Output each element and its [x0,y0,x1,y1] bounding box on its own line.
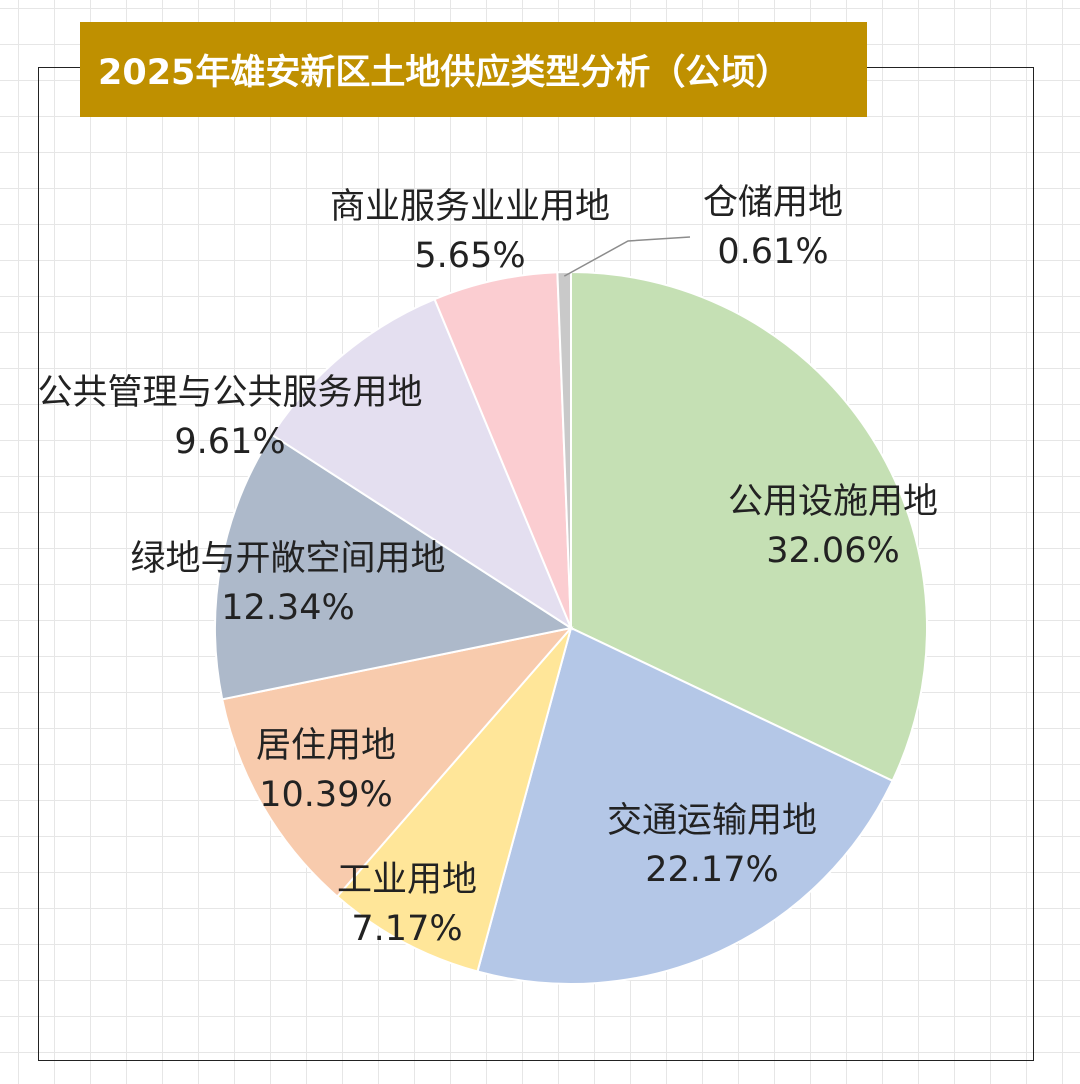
slice-percent-label: 12.34% [221,588,354,628]
slice-category-label: 工业用地 [337,860,477,900]
slice-label: 公用设施用地 32.06% [728,482,938,571]
chart-title-text: 2025年雄安新区土地供应类型分析（公顷） [98,53,791,93]
slice-label: 公共管理与公共服务用地 9.61% [37,373,422,462]
pie-slices [214,270,928,985]
slice-category-label: 商业服务业业用地 [330,187,610,227]
pie-slice [476,626,894,985]
slice-percent-label: 9.61% [174,422,285,462]
slice-label: 居住用地 10.39% [256,726,396,815]
slice-category-label: 交通运输用地 [607,801,817,841]
slice-percent-label: 7.17% [351,909,462,949]
pie-slice [433,271,572,629]
slice-category-label: 绿地与开敞空间用地 [130,539,445,579]
slice-label: 仓储用地 0.61% [703,183,843,272]
pie-slice [214,433,574,701]
slice-label: 工业用地 7.17% [337,860,477,949]
slice-percent-label: 32.06% [766,531,899,571]
slice-category-label: 居住用地 [256,726,396,766]
slice-category-label: 仓储用地 [703,183,843,223]
slice-category-label: 公用设施用地 [728,482,938,522]
pie-slice [335,627,572,973]
slice-labels: 公用设施用地 32.06% 交通运输用地 22.17% 工业用地 7.17% 居住用地 10.… [37,183,938,949]
slice-label: 绿地与开敞空间用地 12.34% [130,539,445,628]
slice-percent-label: 22.17% [645,850,778,890]
slice-percent-label: 0.61% [717,232,828,272]
pie-slice [570,270,928,783]
pie-slice [270,297,574,631]
slice-category-label: 公共管理与公共服务用地 [37,373,422,413]
slice-label: 交通运输用地 22.17% [607,801,817,890]
slice-percent-label: 5.65% [414,236,525,276]
slice-label: 商业服务业业用地 5.65% [330,187,610,276]
chart-title: 2025年雄安新区土地供应类型分析（公顷） [80,22,867,117]
slice-percent-label: 10.39% [259,775,392,815]
pie-slice [221,626,574,898]
leader-line [563,236,691,277]
leader-lines [563,236,691,277]
